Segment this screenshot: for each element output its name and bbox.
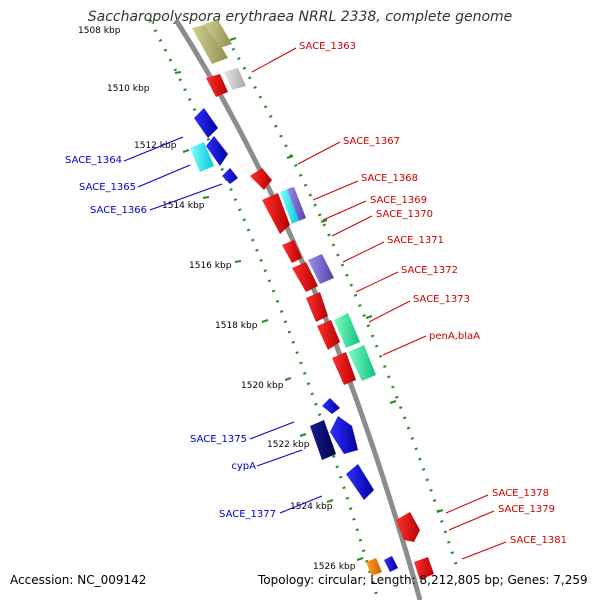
gene-purple (308, 254, 334, 284)
scale-label: 1518 kbp (215, 321, 258, 331)
gene-blue (346, 464, 374, 500)
gene-label-plus: SACE_1367 (343, 136, 400, 147)
scale-label: 1526 kbp (313, 562, 356, 572)
gene-blue (222, 168, 238, 184)
gene-label-plus: SACE_1370 (376, 209, 433, 220)
scale-label: 1524 kbp (290, 502, 333, 512)
scale-label: 1522 kbp (267, 440, 310, 450)
gene-blue (322, 398, 340, 414)
gene-label-plus: penA,blaA (429, 331, 480, 342)
gene-mint (334, 313, 360, 348)
genome-backbone (173, 18, 423, 600)
topology-text: Topology: circular; Length: 8,212,805 bp… (258, 573, 588, 587)
accession-text: Accession: NC_009142 (10, 573, 147, 587)
gene-label-minus: SACE_1377 (219, 509, 276, 520)
minus-leader-lines (123, 136, 323, 514)
gene-label-minus: SACE_1366 (90, 205, 147, 216)
gene-label-minus: SACE_1365 (79, 182, 136, 193)
scale-labels: 1508 kbp 1510 kbp 1512 kbp 1514 kbp 1516… (78, 26, 356, 572)
gene-olive (192, 24, 228, 64)
gene-label-plus: SACE_1372 (401, 265, 458, 276)
scale-label: 1512 kbp (134, 141, 177, 151)
gene-label-plus: SACE_1363 (299, 41, 356, 52)
map-title: Saccharopolyspora erythraea NRRL 2338, c… (87, 9, 513, 25)
plus-gene-labels: SACE_1363 SACE_1367 SACE_1368 SACE_1369 … (299, 41, 567, 546)
gene-red (250, 168, 272, 190)
gene-blue (194, 108, 218, 138)
gene-label-plus: SACE_1381 (510, 535, 567, 546)
gene-red (317, 320, 340, 350)
gene-orange (366, 558, 382, 576)
scale-label: 1514 kbp (162, 201, 205, 211)
scale-label: 1516 kbp (189, 261, 232, 271)
gene-red (282, 240, 302, 263)
plus-leader-lines (251, 47, 507, 560)
gene-cyan (280, 189, 300, 224)
inner-major-ticks (174, 71, 364, 561)
gene-red (262, 193, 290, 234)
gene-label-minus: SACE_1364 (65, 155, 122, 166)
gene-red (332, 352, 356, 385)
gene-label-plus: SACE_1379 (498, 504, 555, 515)
gene-olive-2 (204, 20, 232, 48)
outer-tick-ring (214, 19, 460, 571)
gene-navy (310, 420, 336, 460)
gene-label-plus: SACE_1378 (492, 488, 549, 499)
plus-strand-genes (192, 20, 434, 580)
scale-label: 1508 kbp (78, 26, 121, 36)
scale-label: 1520 kbp (241, 381, 284, 391)
minus-strand-genes (190, 108, 398, 576)
gene-grey (224, 68, 246, 90)
gene-label-minus: cypA (231, 461, 256, 472)
gene-cyan (190, 142, 214, 172)
gene-mint (348, 345, 376, 381)
gene-red (396, 512, 420, 542)
gene-red (306, 292, 328, 322)
gene-label-plus: SACE_1369 (370, 195, 427, 206)
gene-blue (206, 136, 228, 166)
gene-label-plus: SACE_1371 (387, 235, 444, 246)
gene-red (206, 74, 228, 97)
gene-label-plus: SACE_1373 (413, 294, 470, 305)
scale-label: 1510 kbp (107, 84, 150, 94)
outer-major-ticks (229, 37, 444, 513)
gene-red (414, 557, 434, 580)
gene-red (292, 262, 318, 292)
gene-purple (287, 187, 306, 221)
gene-blue (330, 416, 358, 454)
gene-label-minus: SACE_1375 (190, 434, 247, 445)
minus-gene-labels: SACE_1364 SACE_1365 SACE_1366 SACE_1375 … (65, 155, 276, 520)
gene-blue (384, 556, 398, 572)
gene-label-plus: SACE_1368 (361, 173, 418, 184)
